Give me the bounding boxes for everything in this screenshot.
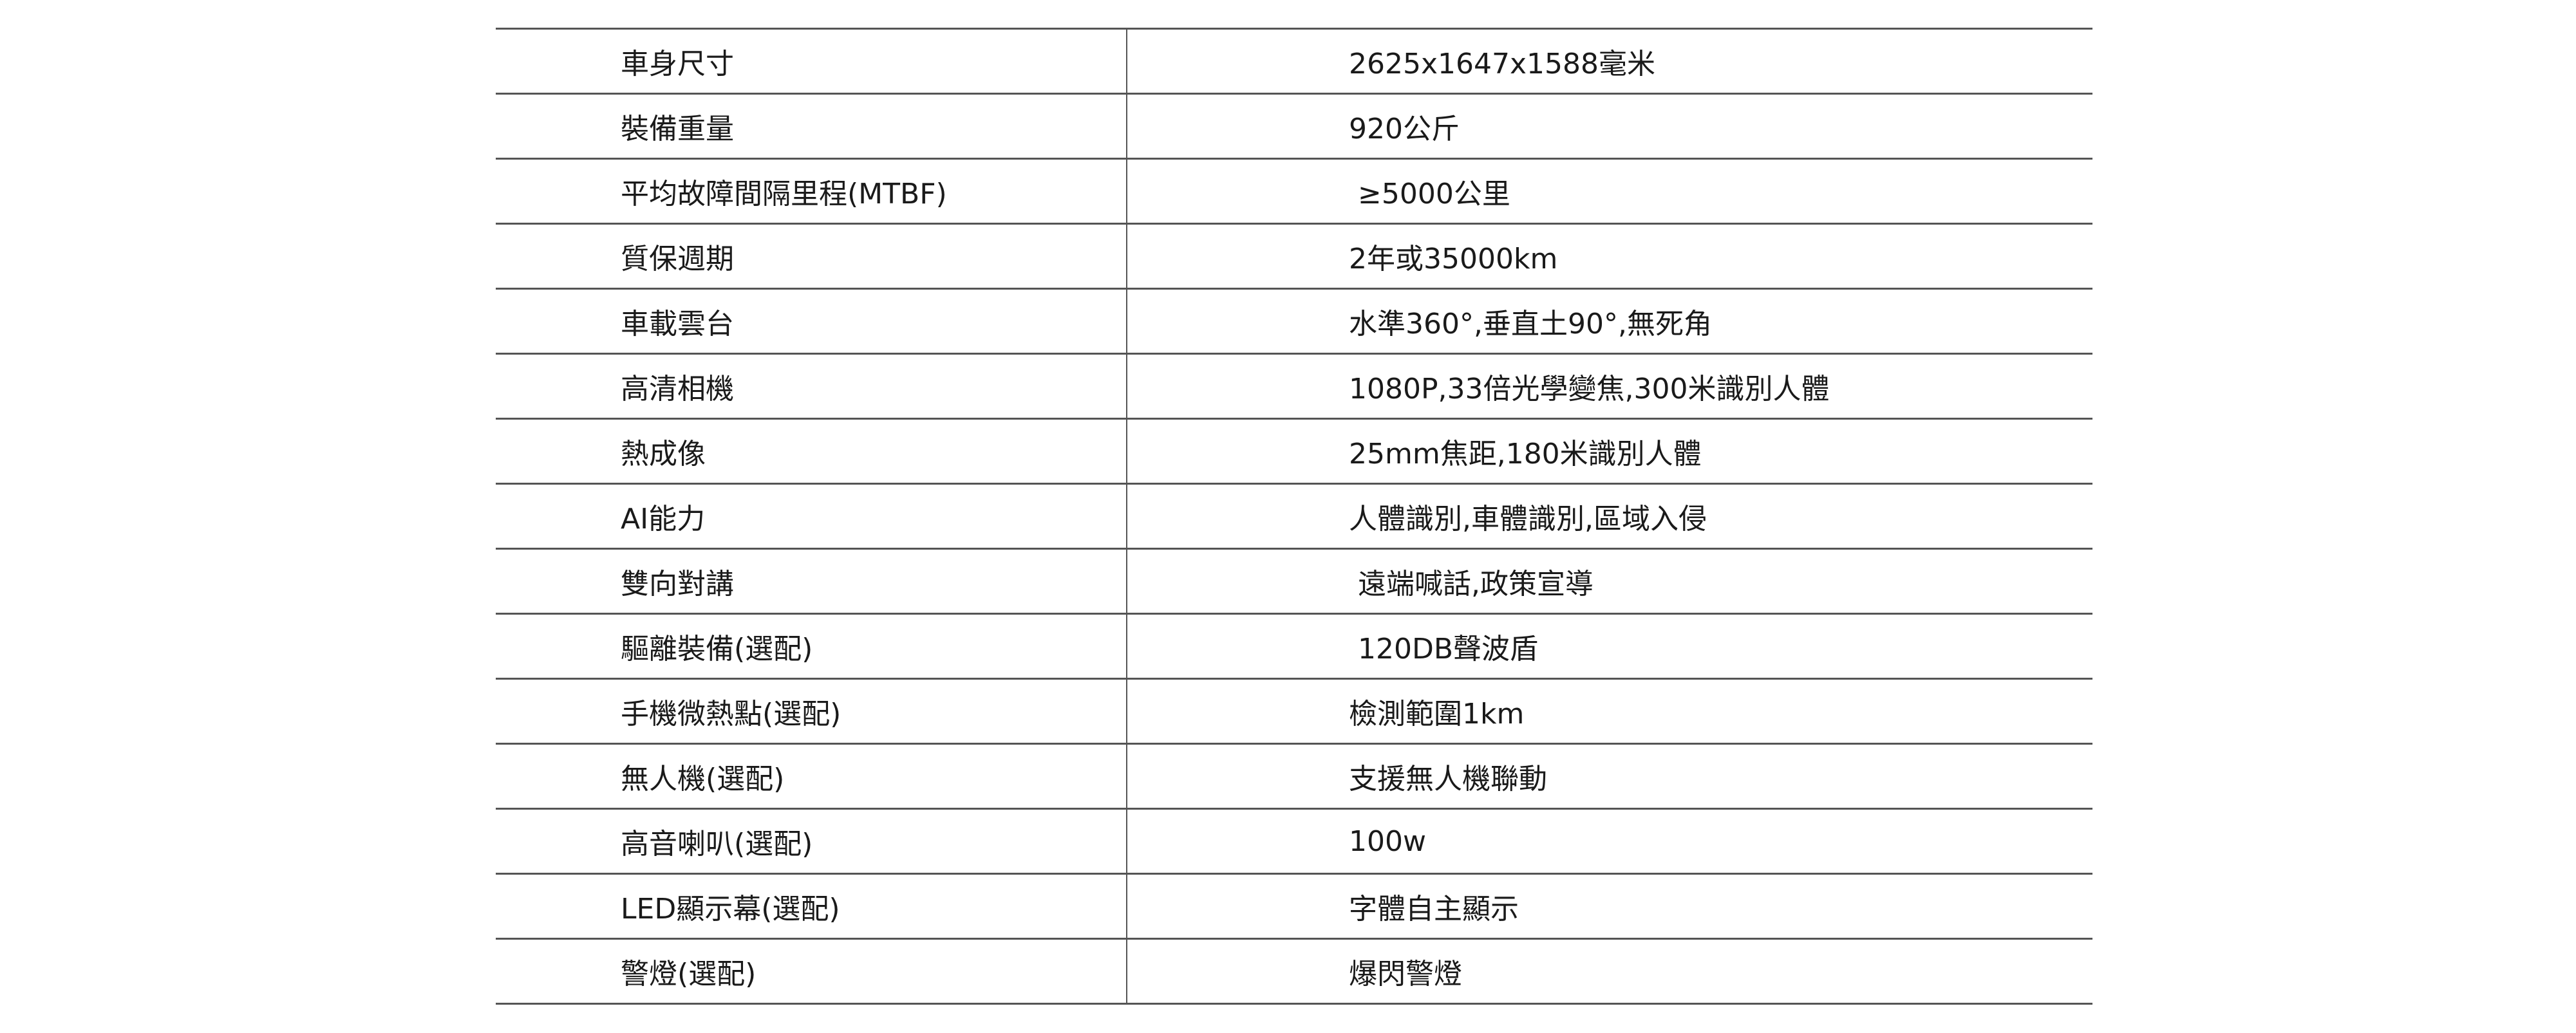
- spec-value: 1080P,33倍光學變焦,300米識別人體: [1127, 353, 2092, 420]
- table-row: 熱成像 25mm焦距,180米識別人體: [496, 418, 2092, 485]
- table-row: 無人機(選配) 支援無人機聯動: [496, 743, 2092, 810]
- table-row: 高音喇叭(選配) 100w: [496, 808, 2092, 875]
- spec-value: 2年或35000km: [1127, 223, 2092, 290]
- spec-label: 車身尺寸: [496, 28, 1127, 95]
- spec-value: 25mm焦距,180米識別人體: [1127, 418, 2092, 485]
- spec-label: 高清相機: [496, 353, 1127, 420]
- table-row: 平均故障間隔里程(MTBF) ≥5000公里: [496, 158, 2092, 225]
- spec-label: 車載雲台: [496, 288, 1127, 355]
- spec-label: 驅離裝備(選配): [496, 613, 1127, 680]
- spec-value: 字體自主顯示: [1127, 873, 2092, 940]
- spec-value: 100w: [1127, 808, 2092, 875]
- table-row: 手機微熱點(選配) 檢測範圍1km: [496, 678, 2092, 745]
- table-row: 雙向對講 遠端喊話,政策宣導: [496, 548, 2092, 615]
- spec-value: 920公斤: [1127, 93, 2092, 160]
- spec-table: 車身尺寸 2625x1647x1588毫米 裝備重量 920公斤 平均故障間隔里程(MT…: [496, 28, 2092, 1005]
- spec-label: 雙向對講: [496, 548, 1127, 615]
- spec-label: AI能力: [496, 483, 1127, 550]
- table-row: 裝備重量 920公斤: [496, 93, 2092, 160]
- spec-value: 水準360°,垂直土90°,無死角: [1127, 288, 2092, 355]
- spec-value: 檢測範圍1km: [1127, 678, 2092, 745]
- spec-value: 支援無人機聯動: [1127, 743, 2092, 810]
- spec-value: 爆閃警燈: [1127, 938, 2092, 1005]
- table-row: 驅離裝備(選配) 120DB聲波盾: [496, 613, 2092, 680]
- table-row: 車載雲台 水準360°,垂直土90°,無死角: [496, 288, 2092, 355]
- spec-value: ≥5000公里: [1127, 158, 2092, 225]
- spec-label: 無人機(選配): [496, 743, 1127, 810]
- table-row: LED顯示幕(選配) 字體自主顯示: [496, 873, 2092, 940]
- spec-value: 2625x1647x1588毫米: [1127, 28, 2092, 95]
- table-row: 車身尺寸 2625x1647x1588毫米: [496, 28, 2092, 95]
- spec-label: 熱成像: [496, 418, 1127, 485]
- spec-value: 遠端喊話,政策宣導: [1127, 548, 2092, 615]
- spec-value: 120DB聲波盾: [1127, 613, 2092, 680]
- spec-label: 質保週期: [496, 223, 1127, 290]
- spec-label: 警燈(選配): [496, 938, 1127, 1005]
- spec-label: 平均故障間隔里程(MTBF): [496, 158, 1127, 225]
- table-row: 警燈(選配) 爆閃警燈: [496, 938, 2092, 1005]
- spec-label: 裝備重量: [496, 93, 1127, 160]
- spec-label: LED顯示幕(選配): [496, 873, 1127, 940]
- table-row: 高清相機 1080P,33倍光學變焦,300米識別人體: [496, 353, 2092, 420]
- spec-label: 高音喇叭(選配): [496, 808, 1127, 875]
- spec-value: 人體識別,車體識別,區域入侵: [1127, 483, 2092, 550]
- table-row: 質保週期 2年或35000km: [496, 223, 2092, 290]
- spec-table-body: 車身尺寸 2625x1647x1588毫米 裝備重量 920公斤 平均故障間隔里程(MT…: [496, 28, 2092, 1005]
- table-row: AI能力 人體識別,車體識別,區域入侵: [496, 483, 2092, 550]
- spec-label: 手機微熱點(選配): [496, 678, 1127, 745]
